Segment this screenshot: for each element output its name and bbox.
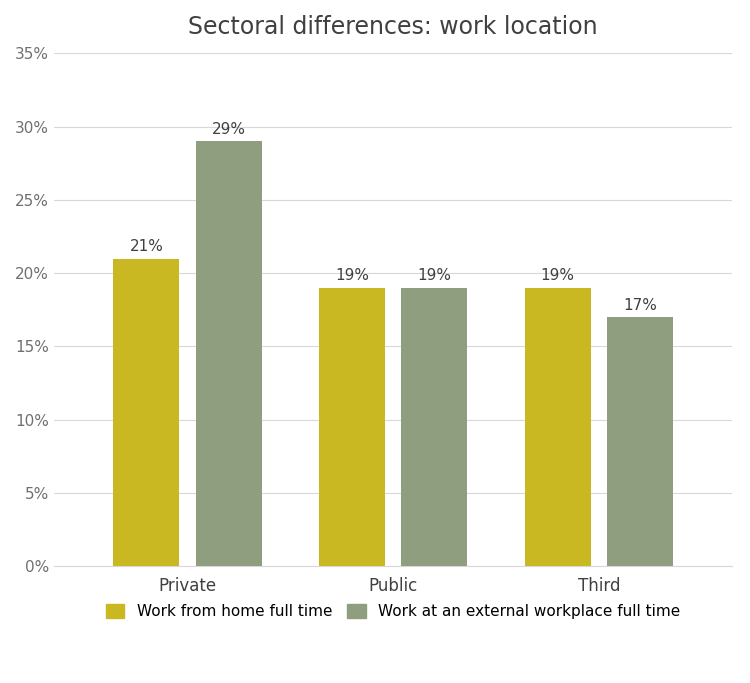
Bar xyxy=(320,288,385,566)
Bar xyxy=(607,317,673,566)
Text: 17%: 17% xyxy=(623,298,657,313)
Text: 21%: 21% xyxy=(130,239,164,254)
Text: 19%: 19% xyxy=(417,268,452,283)
Legend: Work from home full time, Work at an external workplace full time: Work from home full time, Work at an ext… xyxy=(100,598,686,626)
Text: 19%: 19% xyxy=(541,268,574,283)
Bar xyxy=(401,288,467,566)
Text: 29%: 29% xyxy=(211,122,246,137)
Bar xyxy=(113,259,179,566)
Bar xyxy=(525,288,590,566)
Text: 19%: 19% xyxy=(335,268,369,283)
Bar xyxy=(196,141,262,566)
Title: Sectoral differences: work location: Sectoral differences: work location xyxy=(188,15,598,39)
